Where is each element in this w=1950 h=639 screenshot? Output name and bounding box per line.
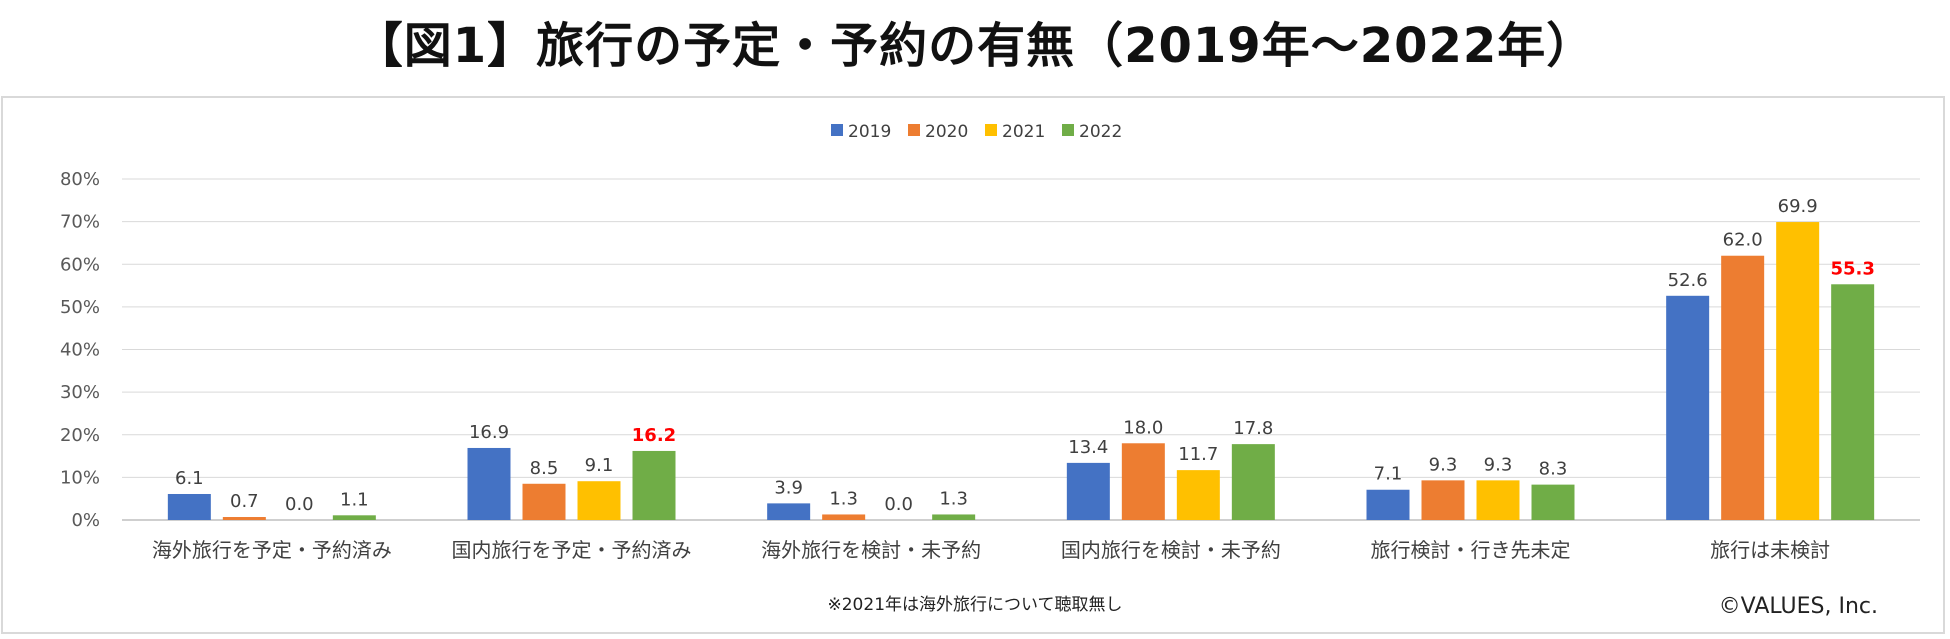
y-tick-label: 0% [71,510,100,531]
y-tick-label: 60% [60,254,100,275]
x-category-label: 旅行は未検討 [1710,538,1830,562]
y-tick-label: 70% [60,212,100,233]
bar-2021 [577,481,621,520]
x-category-label: 海外旅行を予定・予約済み [152,538,392,562]
data-label: 1.1 [340,489,369,510]
data-label: 8.3 [1539,459,1568,480]
x-category-label: 国内旅行を検討・未予約 [1061,538,1281,562]
bar-2020 [822,514,866,520]
legend-swatch-2021 [985,124,997,136]
bar-2022 [1831,284,1875,520]
bar-2019 [467,447,511,520]
bar-2022 [632,450,676,520]
legend-swatch-2022 [1062,124,1074,136]
bar-2021 [1476,480,1520,520]
copyright-credit: ©VALUES, Inc. [1718,594,1878,619]
bar-2022 [1531,484,1575,520]
y-tick-label: 20% [60,425,100,446]
y-tick-label: 50% [60,297,100,318]
data-label: 9.3 [1484,454,1513,475]
data-label: 3.9 [774,477,803,498]
bar-2020 [1421,480,1465,520]
data-label: 8.5 [530,458,559,479]
gridlines [122,178,1920,521]
data-label: 69.9 [1778,196,1818,217]
bar-2022 [1231,444,1275,520]
y-tick-label: 80% [60,169,100,190]
legend-swatch-2019 [831,124,843,136]
bar-2019 [167,493,211,520]
bar-2019 [1666,295,1710,520]
bar-2022 [332,515,376,520]
data-label: 6.1 [175,468,204,489]
data-label: 16.2 [632,425,676,446]
x-category-label: 国内旅行を予定・予約済み [452,538,692,562]
bar-2019 [1366,489,1410,520]
data-label: 1.3 [939,488,968,509]
data-label: 1.3 [829,488,858,509]
legend-label: 2021 [1002,122,1045,142]
data-label: 55.3 [1830,258,1874,279]
x-axis-categories: 海外旅行を予定・予約済み 国内旅行を予定・予約済み 海外旅行を検討・未予約 国内旅行を… [152,538,1830,562]
y-tick-label: 10% [60,467,100,488]
legend-label: 2022 [1079,122,1122,142]
legend-swatch-2020 [908,124,920,136]
data-label: 52.6 [1668,270,1708,291]
bar-2021 [1176,470,1220,520]
chart-frame [1,96,1945,634]
bar-2020 [1721,255,1765,520]
y-tick-label: 40% [60,340,100,361]
data-label: 7.1 [1374,464,1403,485]
bars [167,222,1875,520]
legend: 2019 2020 2021 2022 [831,122,1122,142]
chart-title: 【図1】旅行の予定・予約の有無（2019年〜2022年） [354,18,1596,74]
data-label: 11.7 [1178,444,1218,465]
data-label: 62.0 [1723,230,1763,251]
y-tick-label: 30% [60,382,100,403]
bar-2022 [932,514,976,520]
bar-2020 [222,517,266,520]
data-label: 17.8 [1233,418,1273,439]
data-label: 16.9 [469,422,509,443]
data-label: 9.1 [585,455,614,476]
bar-2020 [1121,443,1165,520]
data-label: 9.3 [1429,454,1458,475]
x-category-label: 旅行検討・行き先未定 [1371,538,1571,562]
data-label: 0.0 [285,494,314,515]
data-label: 13.4 [1068,437,1108,458]
data-label: 0.0 [884,494,913,515]
data-labels: 6.1 0.7 0.0 1.1 16.9 8.5 9.1 16.2 3.9 1.3 0.0 1.3 13… [175,196,1875,515]
legend-label: 2019 [848,122,891,142]
data-label: 18.0 [1123,417,1163,438]
x-category-label: 海外旅行を検討・未予約 [761,538,981,562]
footnote: ※2021年は海外旅行について聴取無し [827,595,1123,615]
bar-2021 [1776,222,1820,520]
data-label: 0.7 [230,491,259,512]
bar-2020 [522,483,566,520]
y-axis-ticks: 0% 10% 20% 30% 40% 50% 60% 70% 80% [60,169,100,531]
legend-label: 2020 [925,122,968,142]
bar-2019 [1066,462,1110,520]
bar-2019 [767,503,811,520]
